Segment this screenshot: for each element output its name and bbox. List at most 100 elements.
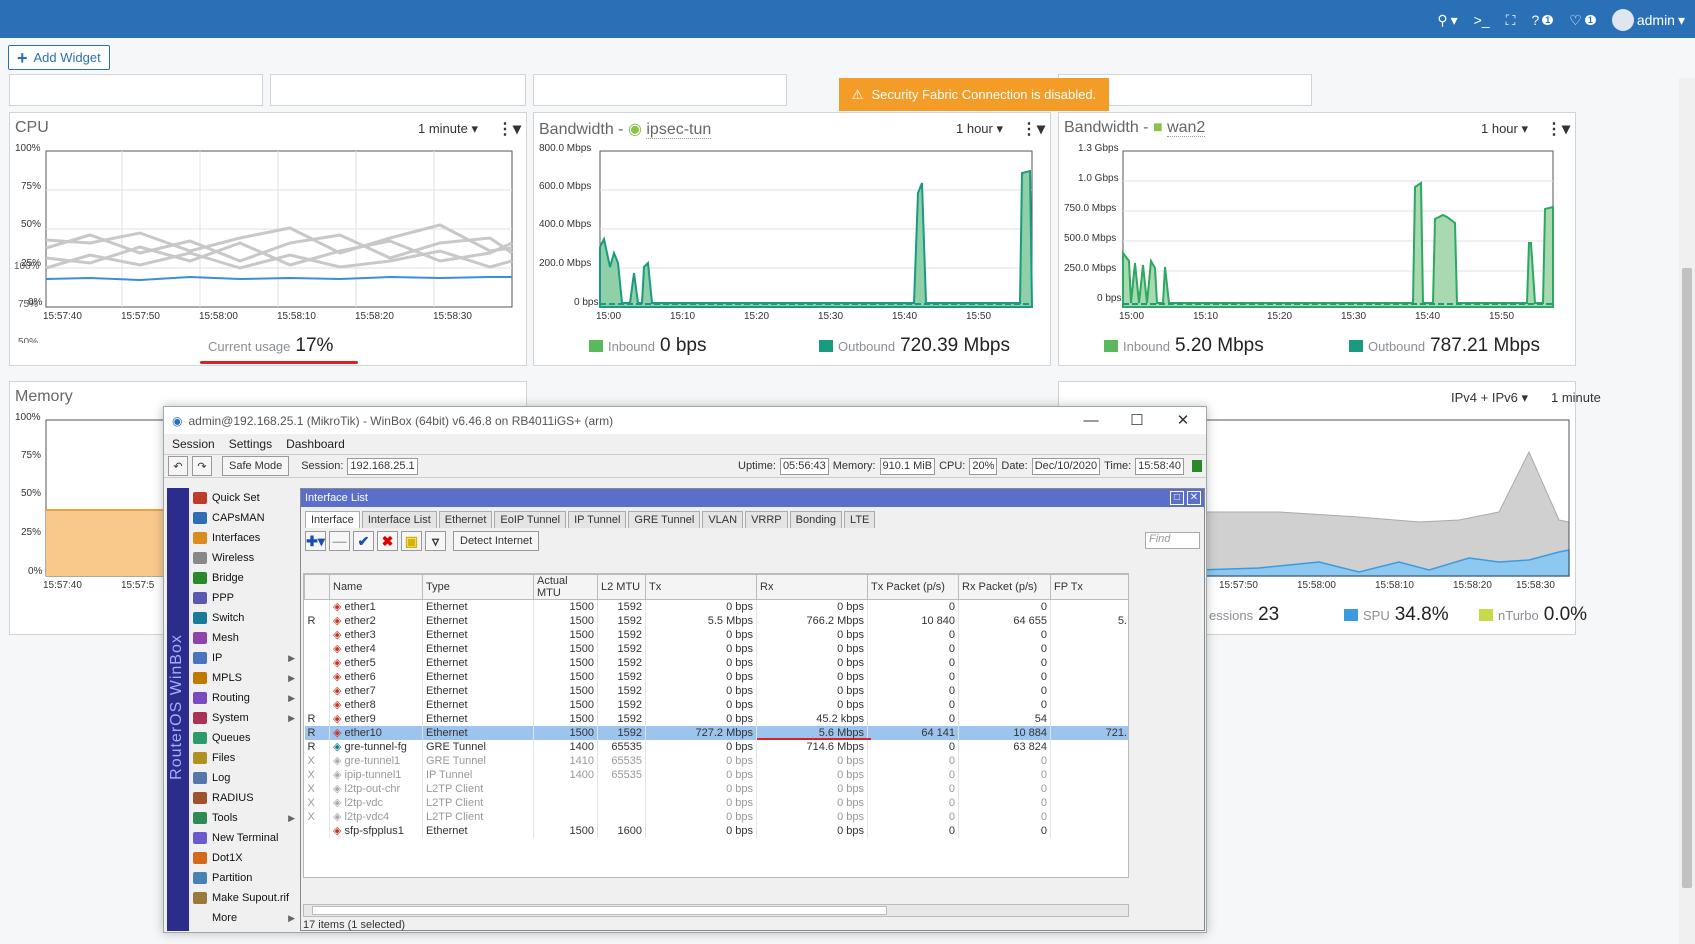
sidebar-item-more[interactable]: More ▶ xyxy=(189,908,299,928)
sidebar-item-capsman[interactable]: CAPsMAN xyxy=(189,508,299,528)
sidebar-item-mesh[interactable]: Mesh xyxy=(189,628,299,648)
add-icon[interactable]: ✚▾ xyxy=(305,531,326,551)
table-row[interactable]: X ◈ ipip-tunnel1 IP Tunnel 1400 65535 0 bps 0 … xyxy=(304,767,1128,782)
sidebar-item-ip[interactable]: IP ▶ xyxy=(189,648,299,668)
minimize-button[interactable]: — xyxy=(1083,412,1099,429)
sidebar-item-queues[interactable]: Queues xyxy=(189,728,299,748)
column-header[interactable] xyxy=(304,574,330,600)
column-header[interactable]: Rx xyxy=(756,574,868,600)
nturbo-legend[interactable]: nTurbo 0.0% xyxy=(1479,604,1587,626)
tab-gre-tunnel[interactable]: GRE Tunnel xyxy=(628,511,701,528)
tab-vrrp[interactable]: VRRP xyxy=(745,511,788,528)
safe-mode-button[interactable]: Safe Mode xyxy=(222,456,290,476)
find-input[interactable]: Find xyxy=(1145,532,1200,549)
remove-icon[interactable]: — xyxy=(329,531,350,551)
column-header[interactable]: Type xyxy=(422,574,534,600)
sess-filter-select[interactable]: IPv4 + IPv6 ▾ xyxy=(1451,390,1528,405)
cpu-more-icon[interactable]: ⋮▾ xyxy=(497,121,522,138)
sidebar-item-wireless[interactable]: Wireless xyxy=(189,548,299,568)
sidebar-item-quick-set[interactable]: Quick Set xyxy=(189,488,299,508)
comment-icon[interactable]: ▣ xyxy=(401,531,422,551)
sidebar-item-interfaces[interactable]: Interfaces xyxy=(189,528,299,548)
close-icon[interactable]: ✕ xyxy=(1187,491,1201,505)
menu-dashboard[interactable]: Dashboard xyxy=(286,437,345,451)
filter-icon[interactable]: ▿ xyxy=(425,531,446,551)
enable-icon[interactable]: ✔ xyxy=(353,531,374,551)
table-row[interactable]: X ◈ l2tp-vdc L2TP Client 0 bps 0 bps 0 0 xyxy=(304,795,1128,810)
detect-internet-button[interactable]: Detect Internet xyxy=(453,531,540,551)
page-scrollbar[interactable] xyxy=(1679,78,1695,944)
sess-interval-select[interactable]: 1 minute xyxy=(1551,390,1601,405)
table-row[interactable]: ◈ ether6 Ethernet 1500 1592 0 bps 0 bps 0 0 xyxy=(304,669,1128,684)
table-row[interactable]: X ◈ l2tp-out-chr L2TP Client 0 bps 0 bps 0 0 xyxy=(304,781,1128,796)
bw2-iface[interactable]: wan2 xyxy=(1167,119,1206,137)
search-menu[interactable]: ⚲ ▾ xyxy=(1437,11,1458,28)
fullscreen-icon[interactable]: ⛶ xyxy=(1505,11,1516,28)
column-header[interactable]: L2 MTU xyxy=(597,574,646,600)
sidebar-item-new-terminal[interactable]: New Terminal xyxy=(189,828,299,848)
tab-bonding[interactable]: Bonding xyxy=(789,511,843,528)
hscroll-thumb[interactable] xyxy=(312,906,887,915)
user-menu[interactable]: admin ▾ xyxy=(1611,9,1685,31)
spu-legend[interactable]: SPU 34.8% xyxy=(1344,604,1449,626)
bw2-inbound-legend[interactable]: Inbound 5.20 Mbps xyxy=(1104,335,1264,357)
sidebar-item-switch[interactable]: Switch xyxy=(189,608,299,628)
tab-interface-list[interactable]: Interface List xyxy=(361,511,437,528)
table-row[interactable]: ◈ ether4 Ethernet 1500 1592 0 bps 0 bps 0 0 xyxy=(304,641,1128,656)
bw1-more-icon[interactable]: ⋮▾ xyxy=(1021,121,1046,138)
sidebar-item-routing[interactable]: Routing ▶ xyxy=(189,688,299,708)
column-header[interactable]: Actual MTU xyxy=(533,574,598,600)
horizontal-scrollbar[interactable] xyxy=(303,904,1129,917)
sidebar-item-log[interactable]: Log xyxy=(189,768,299,788)
bw1-inbound-legend[interactable]: Inbound 0 bps xyxy=(589,335,706,357)
table-row[interactable]: ◈ ether8 Ethernet 1500 1592 0 bps 0 bps 0 0 xyxy=(304,697,1128,712)
sidebar-item-radius[interactable]: RADIUS xyxy=(189,788,299,808)
sidebar-item-tools[interactable]: Tools ▶ xyxy=(189,808,299,828)
tab-interface[interactable]: Interface xyxy=(305,511,360,528)
bw1-outbound-legend[interactable]: Outbound 720.39 Mbps xyxy=(819,335,1010,357)
bw1-interval-select[interactable]: 1 hour ▾ xyxy=(956,121,1004,136)
add-widget-button[interactable]: + Add Widget xyxy=(8,45,110,70)
menu-settings[interactable]: Settings xyxy=(228,437,273,451)
table-row[interactable]: X ◈ gre-tunnel1 GRE Tunnel 1410 65535 0 bps 0 … xyxy=(304,753,1128,768)
table-row[interactable]: R ◈ ether10 Ethernet 1500 1592 727.2 Mbps 5.6 … xyxy=(304,725,1128,740)
sidebar-item-make-supout-rif[interactable]: Make Supout.rif xyxy=(189,888,299,908)
close-button[interactable]: ✕ xyxy=(1176,412,1190,429)
sidebar-item-partition[interactable]: Partition xyxy=(189,868,299,888)
table-row[interactable]: R ◈ ether9 Ethernet 1500 1592 0 bps 45.2 kbps 0… xyxy=(304,711,1128,726)
table-row[interactable]: ◈ ether1 Ethernet 1500 1592 0 bps 0 bps 0 0 xyxy=(304,599,1128,614)
winbox-titlebar[interactable]: ◉ admin@192.168.25.1 (MikroTik) - WinBox… xyxy=(164,407,1206,434)
sidebar-item-dot1x[interactable]: Dot1X xyxy=(189,848,299,868)
tab-eoip-tunnel[interactable]: EoIP Tunnel xyxy=(494,511,567,528)
sidebar-item-files[interactable]: Files xyxy=(189,748,299,768)
table-row[interactable]: R ◈ gre-tunnel-fg GRE Tunnel 1400 65535 0 bps… xyxy=(304,739,1128,754)
table-row[interactable]: ◈ ether7 Ethernet 1500 1592 0 bps 0 bps 0 0 xyxy=(304,683,1128,698)
sidebar-item-system[interactable]: System ▶ xyxy=(189,708,299,728)
table-row[interactable]: X ◈ l2tp-vdc4 L2TP Client 0 bps 0 bps 0 0 xyxy=(304,809,1128,824)
tab-lte[interactable]: LTE xyxy=(844,511,876,528)
help-menu[interactable]: ? 1 xyxy=(1531,12,1554,28)
table-row[interactable]: ◈ ether5 Ethernet 1500 1592 0 bps 0 bps 0 0 xyxy=(304,655,1128,670)
session-field[interactable]: 192.168.25.1 xyxy=(347,457,418,475)
table-row[interactable]: R ◈ ether2 Ethernet 1500 1592 5.5 Mbps 766.2 M… xyxy=(304,613,1128,628)
sessions-legend[interactable]: essions 23 xyxy=(1209,604,1279,626)
undo-icon[interactable]: ↶ xyxy=(168,456,188,476)
interface-list-titlebar[interactable]: Interface List □ ✕ xyxy=(301,489,1204,507)
sidebar-item-mpls[interactable]: MPLS ▶ xyxy=(189,668,299,688)
column-header[interactable]: FP Tx xyxy=(1050,574,1128,600)
restore-icon[interactable]: □ xyxy=(1170,491,1184,505)
maximize-button[interactable]: ☐ xyxy=(1130,412,1144,429)
redo-icon[interactable]: ↷ xyxy=(192,456,212,476)
bw1-iface[interactable]: ipsec-tun xyxy=(646,121,712,139)
table-row[interactable]: ◈ ether3 Ethernet 1500 1592 0 bps 0 bps 0 0 xyxy=(304,627,1128,642)
column-header[interactable]: Name xyxy=(329,574,423,600)
tab-ip-tunnel[interactable]: IP Tunnel xyxy=(568,511,627,528)
bw2-outbound-legend[interactable]: Outbound 787.21 Mbps xyxy=(1349,335,1540,357)
bw2-interval-select[interactable]: 1 hour ▾ xyxy=(1481,121,1529,136)
security-fabric-warning[interactable]: ⚠ Security Fabric Connection is disabled. xyxy=(839,78,1109,111)
notifications-menu[interactable]: ♡ 1 xyxy=(1569,12,1596,29)
table-row[interactable]: ◈ sfp-sfpplus1 Ethernet 1500 1600 0 bps 0 bps… xyxy=(304,823,1128,838)
cli-icon[interactable]: >_ xyxy=(1473,12,1490,28)
tab-vlan[interactable]: VLAN xyxy=(702,511,744,528)
tab-ethernet[interactable]: Ethernet xyxy=(438,511,493,528)
